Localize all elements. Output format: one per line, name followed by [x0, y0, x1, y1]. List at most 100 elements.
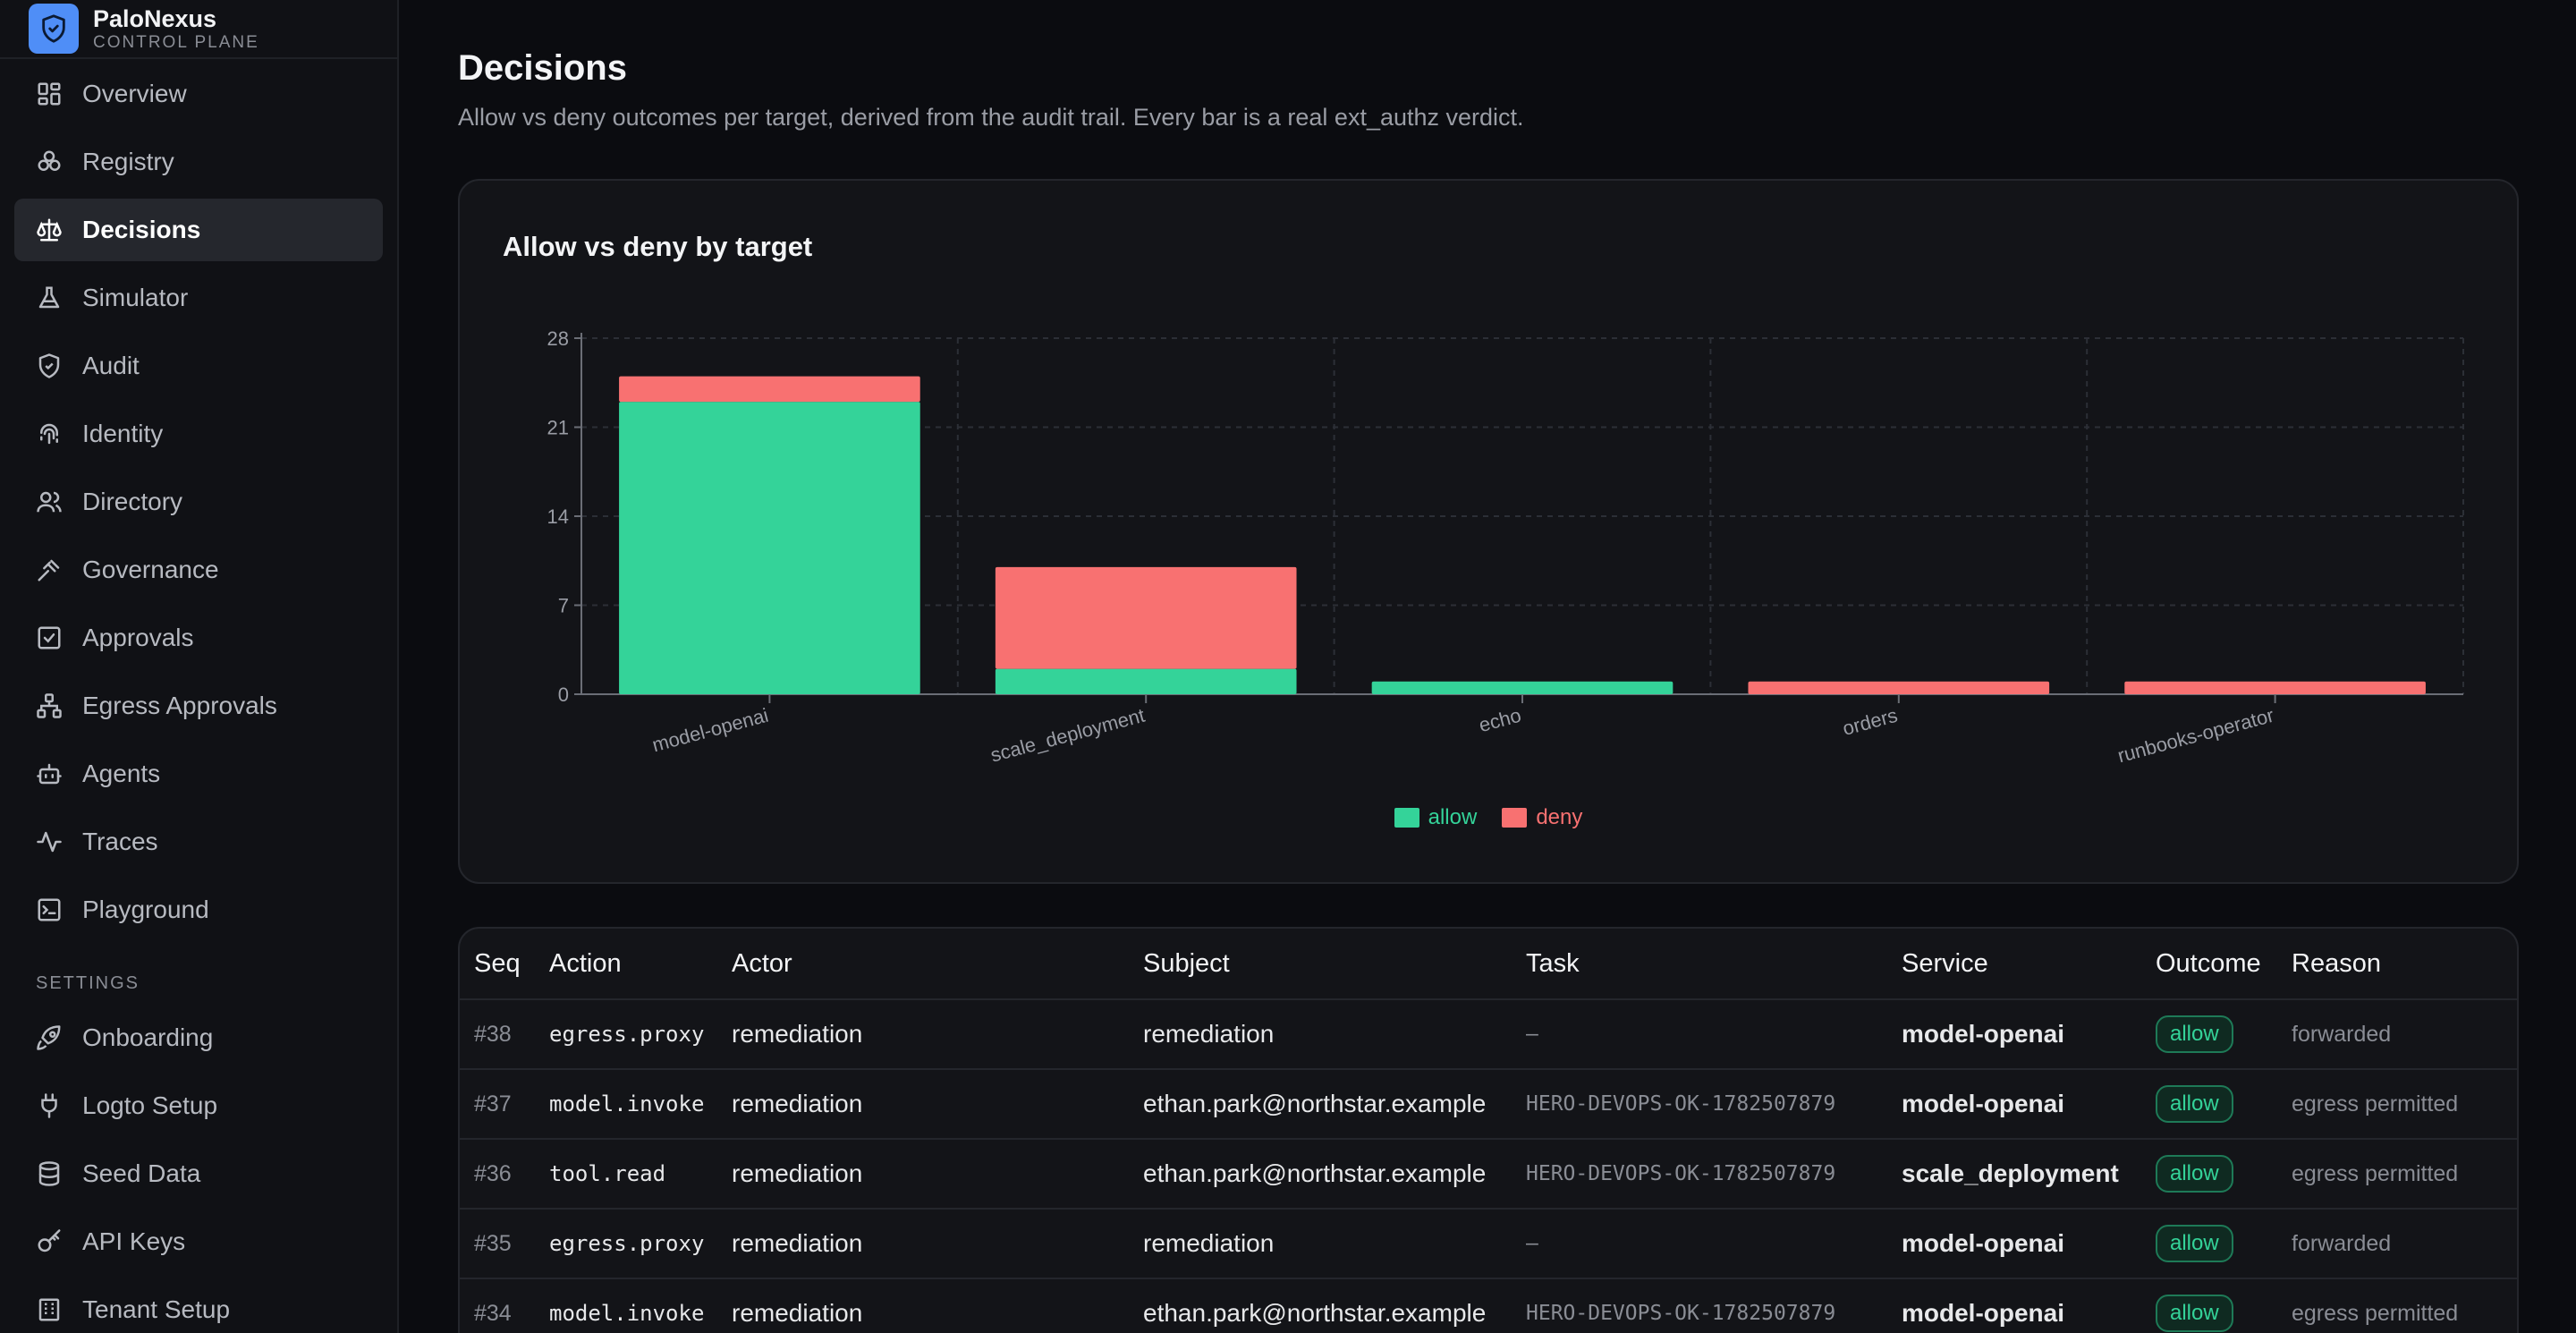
cell-service: model-openai: [1902, 1090, 2065, 1117]
cell-subject: ethan.park@northstar.example: [1143, 1159, 1487, 1187]
x-tick-label: orders: [1840, 704, 1900, 740]
chart-card: Allow vs deny by target 0 7 14 21 28 model-op…: [458, 179, 2519, 884]
cell-task: HERO-DEVOPS-OK-1782507879: [1526, 1302, 1836, 1325]
x-tick-label: echo: [1477, 704, 1524, 736]
shield-check-icon: [38, 353, 60, 378]
brand[interactable]: PaloNexus CONTROL PLANE: [0, 0, 397, 59]
cell-reason: forwarded: [2292, 1021, 2392, 1047]
cell-reason: egress permitted: [2292, 1160, 2459, 1186]
cell-service: model-openai: [1902, 1020, 2065, 1048]
nav-item-label: Directory: [82, 488, 183, 515]
legend-item-deny[interactable]: deny: [1502, 805, 1582, 830]
activity-icon: [37, 831, 62, 853]
outcome-badge: allow: [2156, 1295, 2233, 1332]
x-tick-label: runbooks-operator: [2115, 704, 2276, 768]
nav-item-egress-approvals[interactable]: Egress Approvals: [14, 675, 383, 737]
cell-service: model-openai: [1902, 1229, 2065, 1257]
column-header-reason[interactable]: Reason: [2292, 948, 2381, 978]
plug-icon: [41, 1093, 57, 1118]
y-tick-label: 21: [547, 417, 569, 439]
brand-subtitle: CONTROL PLANE: [93, 33, 259, 52]
decisions-table: Seq Action Actor Subject Task Service Ou…: [458, 927, 2519, 1333]
shield-logo-icon: [29, 4, 79, 54]
cell-service: model-openai: [1902, 1299, 2065, 1327]
cell-actor: remediation: [732, 1299, 863, 1327]
table-header-row: Seq Action Actor Subject Task Service Ou…: [460, 929, 2517, 1000]
nav-item-tenant-setup[interactable]: Tenant Setup: [14, 1278, 383, 1333]
table-row[interactable]: #34 model.invoke remediation ethan.park@…: [460, 1279, 2517, 1333]
nav-item-api-keys[interactable]: API Keys: [14, 1210, 383, 1273]
column-header-seq[interactable]: Seq: [474, 948, 521, 978]
cell-service: scale_deployment: [1902, 1159, 2119, 1187]
scale-icon: [37, 218, 62, 242]
network-icon: [38, 150, 61, 171]
column-header-service[interactable]: Service: [1902, 948, 1988, 978]
nav-item-onboarding[interactable]: Onboarding: [14, 1006, 383, 1069]
nav-item-label: Approvals: [82, 624, 194, 651]
cell-reason: forwarded: [2292, 1230, 2392, 1256]
rocket-icon: [37, 1025, 61, 1050]
nav-item-playground[interactable]: Playground: [14, 879, 383, 941]
cell-action: tool.read: [549, 1161, 666, 1186]
column-header-action[interactable]: Action: [549, 948, 622, 978]
terminal-icon: [38, 898, 61, 921]
main-nav: Overview Registry Decisions Simulator Au…: [0, 59, 397, 1333]
column-header-outcome[interactable]: Outcome: [2156, 948, 2261, 978]
nav-item-logto-setup[interactable]: Logto Setup: [14, 1074, 383, 1137]
table-row[interactable]: #38 egress.proxy remediation remediation…: [460, 1000, 2517, 1070]
cell-task: HERO-DEVOPS-OK-1782507879: [1526, 1092, 1836, 1116]
cell-seq: #37: [474, 1091, 512, 1116]
nav-item-traces[interactable]: Traces: [14, 811, 383, 873]
brand-name: PaloNexus: [93, 5, 217, 32]
table-row[interactable]: #35 egress.proxy remediation remediation…: [460, 1210, 2517, 1279]
nav-item-audit[interactable]: Audit: [14, 335, 383, 397]
column-header-subject[interactable]: Subject: [1143, 948, 1230, 978]
bar-allow-echo: [1371, 681, 1674, 694]
page-subtitle: Allow vs deny outcomes per target, deriv…: [458, 104, 1524, 131]
nav-item-label: API Keys: [82, 1227, 186, 1255]
cell-actor: remediation: [732, 1090, 863, 1117]
table-row[interactable]: #37 model.invoke remediation ethan.park@…: [460, 1070, 2517, 1140]
x-tick-label: model-openai: [649, 704, 770, 757]
settings-section-label: SETTINGS: [36, 973, 140, 993]
legend-label-deny: deny: [1536, 805, 1583, 829]
nav-item-identity[interactable]: Identity: [14, 403, 383, 465]
nav-item-registry[interactable]: Registry: [14, 131, 383, 193]
column-header-actor[interactable]: Actor: [732, 948, 792, 978]
nav-item-seed-data[interactable]: Seed Data: [14, 1142, 383, 1205]
nav-item-label: Tenant Setup: [82, 1295, 231, 1323]
nav-item-label: Traces: [82, 828, 158, 855]
cell-seq: #38: [474, 1021, 512, 1047]
nav-item-directory[interactable]: Directory: [14, 471, 383, 533]
key-icon: [38, 1229, 61, 1252]
cell-task: –: [1526, 1023, 1538, 1046]
flask-icon: [38, 286, 60, 309]
outcome-badge: allow: [2156, 1155, 2233, 1193]
nav-item-governance[interactable]: Governance: [14, 539, 383, 601]
nav-item-simulator[interactable]: Simulator: [14, 267, 383, 329]
nav-item-label: Seed Data: [82, 1159, 201, 1187]
page-title: Decisions: [458, 48, 627, 88]
nav-item-label: Egress Approvals: [82, 692, 277, 719]
nav-item-approvals[interactable]: Approvals: [14, 607, 383, 669]
outcome-badge: allow: [2156, 1225, 2233, 1262]
outcome-badge: allow: [2156, 1085, 2233, 1123]
nav-item-decisions[interactable]: Decisions: [14, 199, 383, 261]
nav-item-agents[interactable]: Agents: [14, 743, 383, 805]
nav-item-overview[interactable]: Overview: [14, 63, 383, 125]
bar-deny-model-openai: [619, 376, 920, 403]
cell-subject: remediation: [1143, 1020, 1275, 1048]
checkbox-icon: [38, 626, 61, 650]
cell-action: model.invoke: [549, 1091, 705, 1116]
outcome-badge: allow: [2156, 1015, 2233, 1053]
cell-subject: remediation: [1143, 1229, 1275, 1257]
legend-item-allow[interactable]: allow: [1394, 805, 1477, 830]
cell-task: –: [1526, 1232, 1538, 1255]
cell-action: egress.proxy: [549, 1231, 705, 1256]
sidebar: PaloNexus CONTROL PLANE Overview Registr…: [0, 0, 399, 1333]
nav-item-label: Agents: [82, 760, 161, 787]
table-row[interactable]: #36 tool.read remediation ethan.park@nor…: [460, 1140, 2517, 1210]
column-header-task[interactable]: Task: [1526, 948, 1580, 978]
cell-actor: remediation: [732, 1159, 863, 1187]
x-tick-label: scale_deployment: [988, 704, 1148, 767]
